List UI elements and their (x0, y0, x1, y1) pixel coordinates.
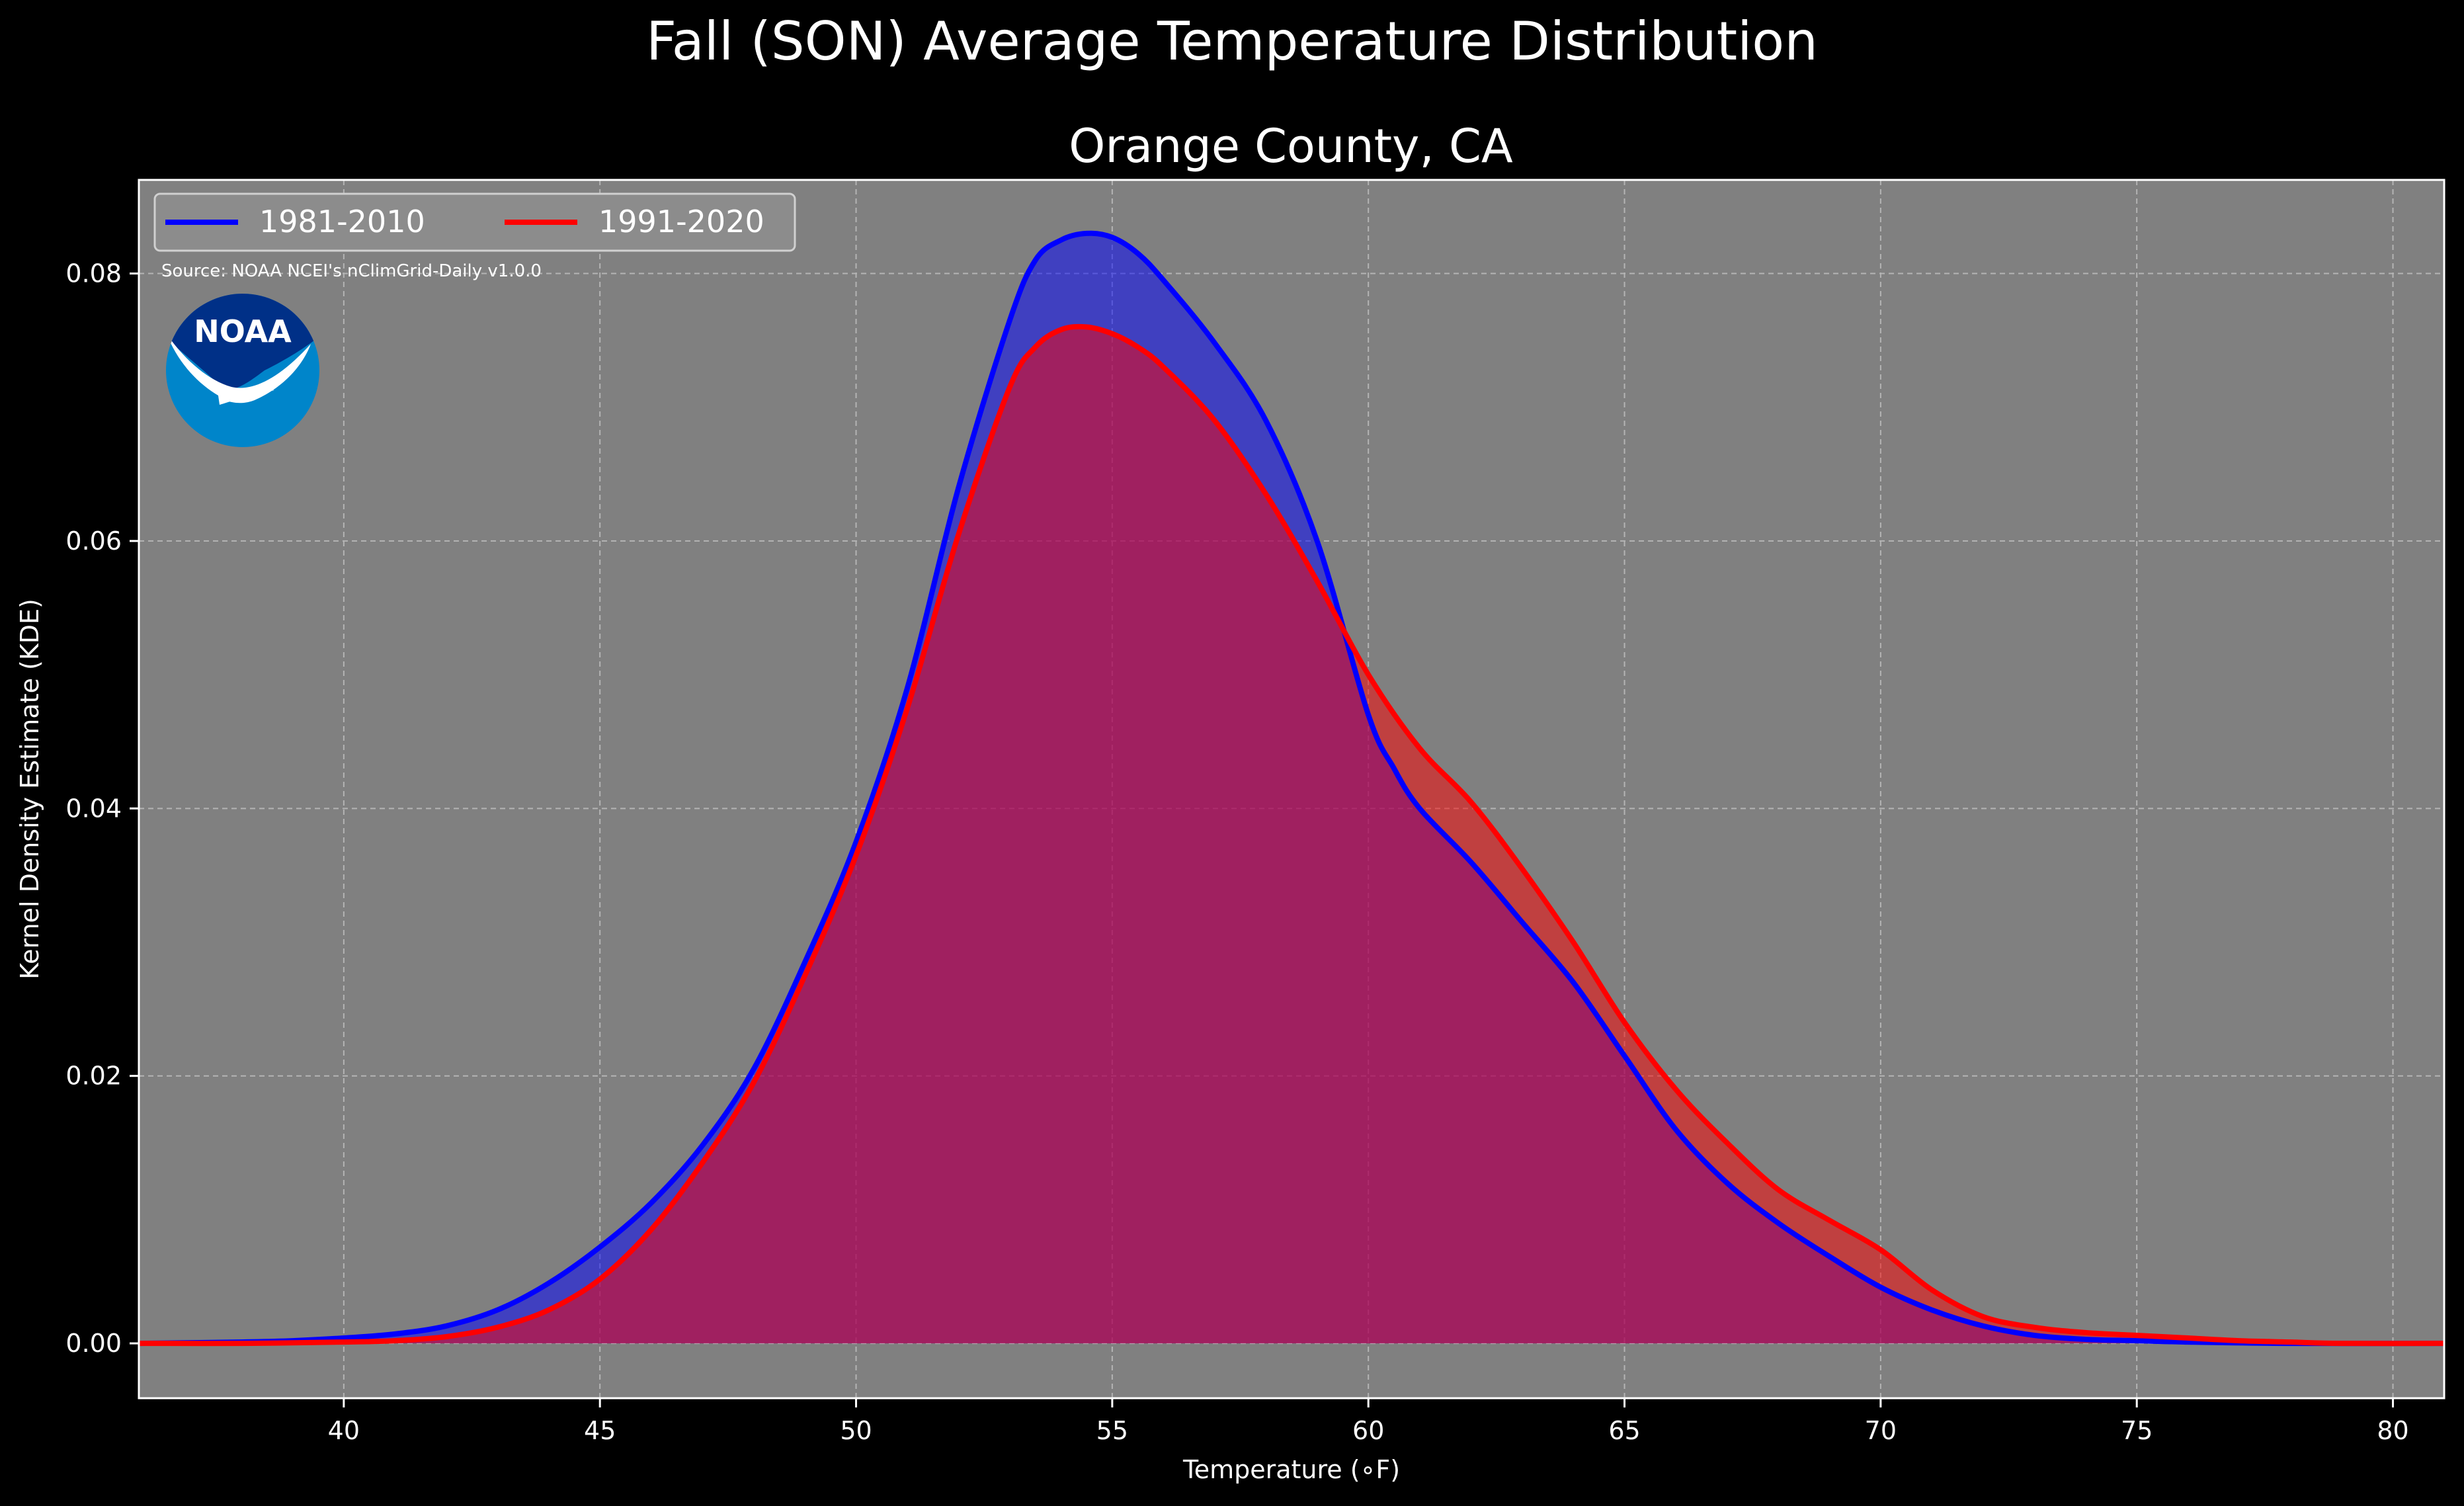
density-areas (139, 233, 2444, 1344)
noaa-logo-text: NOAA (194, 314, 292, 349)
x-axis-label: Temperature (∘F) (1182, 1455, 1400, 1484)
chart-title: Fall (SON) Average Temperature Distribut… (646, 11, 1818, 72)
x-tick-label: 40 (328, 1416, 360, 1445)
chart-subtitle: Orange County, CA (1069, 119, 1513, 173)
line-1991-2020 (138, 323, 2445, 1347)
plot-frame (138, 179, 2445, 1400)
y-tick-label: 0.00 (65, 1329, 122, 1358)
y-axis-ticks: 0.00 0.02 0.04 0.06 0.08 (65, 259, 139, 1358)
x-tick-label: 80 (2377, 1416, 2408, 1445)
legend-label-1981-2010: 1981-2010 (259, 204, 425, 239)
density-lines (138, 230, 2445, 1347)
y-axis-label: Kernel Density Estimate (KDE) (15, 599, 44, 980)
x-tick-label: 75 (2121, 1416, 2153, 1445)
noaa-logo-upper-field (166, 294, 319, 390)
x-axis-ticks: 40 45 50 55 60 65 70 75 80 (328, 1398, 2409, 1445)
noaa-logo-bird (167, 334, 311, 403)
y-tick-label: 0.06 (65, 526, 122, 556)
legend-label-1991-2020: 1991-2020 (598, 204, 764, 239)
line-1981-2010 (138, 230, 2445, 1347)
x-tick-label: 45 (584, 1416, 616, 1445)
x-tick-label: 55 (1096, 1416, 1128, 1445)
y-tick-label: 0.08 (65, 259, 122, 288)
legend-box (153, 192, 796, 252)
x-tick-label: 65 (1608, 1416, 1640, 1445)
noaa-logo: NOAA (166, 294, 319, 447)
source-annotation: Source: NOAA NCEI's nClimGrid-Daily v1.0… (161, 261, 542, 281)
area-1991-2020 (139, 326, 2444, 1344)
legend: 1981-2010 1991-2020 (153, 192, 796, 252)
y-tick-label: 0.04 (65, 794, 122, 823)
noaa-logo-bird-tail (218, 388, 274, 405)
x-tick-label: 60 (1352, 1416, 1384, 1445)
y-tick-label: 0.02 (65, 1062, 122, 1091)
x-tick-label: 70 (1865, 1416, 1897, 1445)
x-tick-label: 50 (840, 1416, 872, 1445)
